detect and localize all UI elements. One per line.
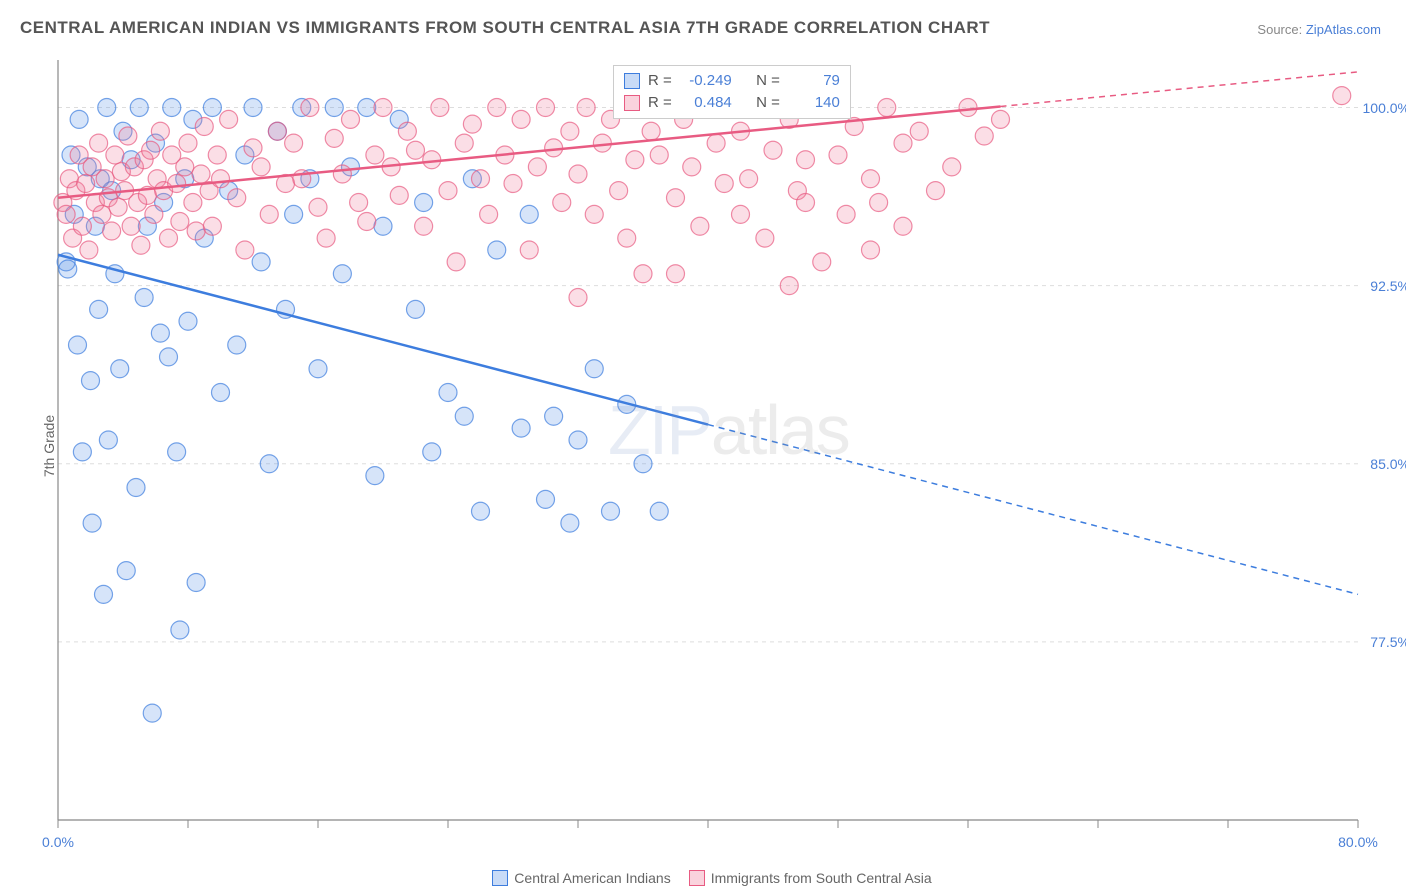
- legend-series-label: Immigrants from South Central Asia: [711, 870, 932, 886]
- legend-row: R =-0.249 N =79: [624, 70, 840, 92]
- correlation-legend: R =-0.249 N =79R =0.484 N =140: [613, 65, 851, 119]
- source-label: Source:: [1257, 22, 1302, 37]
- series-legend: Central American Indians Immigrants from …: [0, 870, 1406, 886]
- source-link[interactable]: ZipAtlas.com: [1306, 22, 1381, 37]
- legend-series-label: Central American Indians: [514, 870, 670, 886]
- legend-swatch: [492, 870, 508, 886]
- scatter-plot: R =-0.249 N =79R =0.484 N =140 ZIPatlas …: [58, 60, 1358, 820]
- y-tick-label: 92.5%: [1370, 278, 1406, 294]
- y-tick-label: 100.0%: [1363, 100, 1406, 116]
- chart-title: CENTRAL AMERICAN INDIAN VS IMMIGRANTS FR…: [20, 18, 990, 38]
- legend-swatch: [689, 870, 705, 886]
- y-tick-label: 77.5%: [1370, 634, 1406, 650]
- y-tick-label: 85.0%: [1370, 456, 1406, 472]
- chart-source: Source: ZipAtlas.com: [1257, 22, 1381, 37]
- x-tick-label: 0.0%: [42, 834, 74, 850]
- legend-row: R =0.484 N =140: [624, 92, 840, 114]
- y-axis-label: 7th Grade: [41, 415, 57, 477]
- x-tick-label: 80.0%: [1338, 834, 1378, 850]
